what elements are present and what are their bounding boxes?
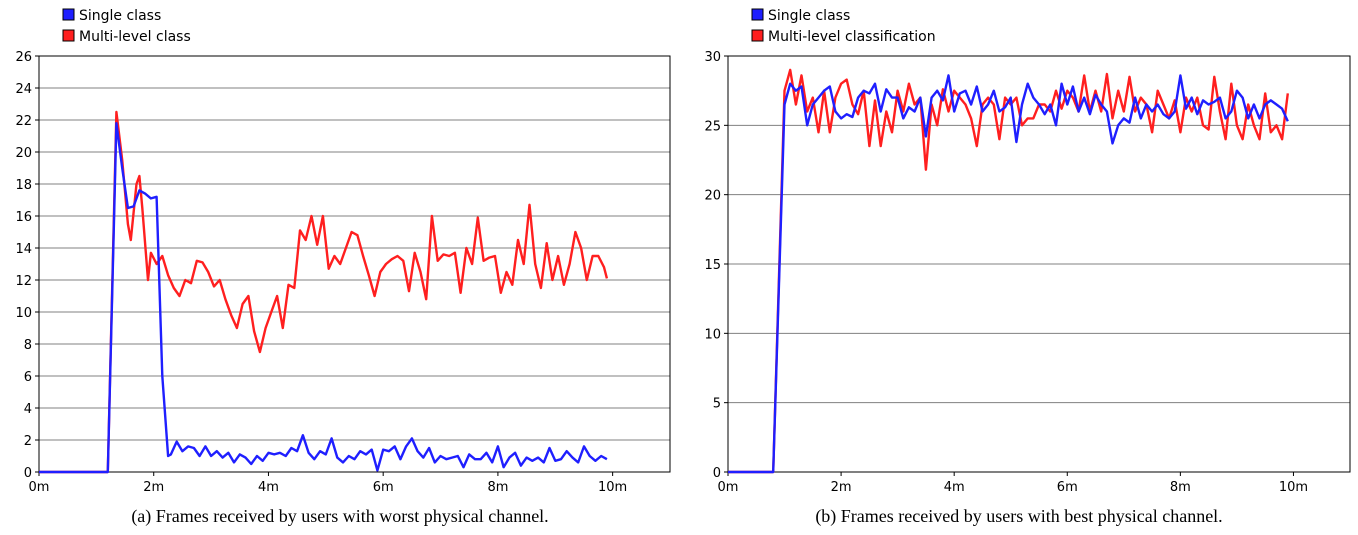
y-tick-label: 0: [713, 466, 721, 481]
y-tick-label: 6: [24, 370, 32, 385]
y-tick-label: 0: [24, 466, 32, 481]
y-tick-label: 5: [713, 397, 721, 412]
x-tick-label: 10m: [598, 480, 627, 495]
x-tick-label: 0m: [718, 480, 739, 495]
x-tick-label: 6m: [373, 480, 394, 495]
legend-label: Multi-level classification: [768, 29, 936, 45]
caption-a: (a) Frames received by users with worst …: [131, 506, 549, 526]
x-tick-label: 2m: [143, 480, 164, 495]
x-tick-label: 4m: [944, 480, 965, 495]
x-tick-label: 2m: [831, 480, 852, 495]
y-tick-label: 10: [15, 306, 32, 321]
y-tick-label: 10: [704, 327, 721, 342]
y-tick-label: 26: [15, 50, 32, 65]
legend-label: Multi-level class: [79, 29, 191, 45]
y-tick-label: 8: [24, 338, 32, 353]
y-tick-label: 30: [704, 50, 721, 65]
legend-swatch: [62, 8, 75, 21]
y-tick-label: 24: [15, 82, 32, 97]
y-tick-label: 12: [15, 274, 32, 289]
series-line-red: [728, 68, 1289, 474]
series-line-blue: [728, 74, 1289, 474]
y-tick-label: 4: [24, 402, 32, 417]
x-tick-label: 8m: [1170, 480, 1191, 495]
legend-swatch: [751, 8, 764, 21]
series-line-blue: [39, 121, 608, 474]
y-tick-label: 14: [15, 242, 32, 257]
series-line-red: [39, 110, 609, 474]
y-tick-label: 18: [15, 178, 32, 193]
y-tick-label: 2: [24, 434, 32, 449]
legend-swatch: [751, 29, 764, 42]
x-tick-label: 4m: [258, 480, 279, 495]
chart-b-svg: 0 5 10 15 20 25 30 0m 2m 4m 6m 8m 10m Single class Mul…: [704, 8, 1351, 495]
legend-label: Single class: [79, 8, 161, 24]
y-tick-label: 20: [704, 189, 721, 204]
x-tick-label: 0m: [29, 480, 50, 495]
y-tick-label: 25: [704, 119, 721, 134]
caption-b: (b) Frames received by users with best p…: [815, 506, 1223, 526]
legend-swatch: [62, 29, 75, 42]
y-tick-label: 16: [15, 210, 32, 225]
chart-panel-a: 0 2 4 6 8 10 12 14 16 18 20 22 24 26 0m 2m 4m 6m 8m 10m Sing…: [15, 8, 671, 526]
y-tick-label: 22: [15, 114, 32, 129]
x-tick-label: 6m: [1057, 480, 1078, 495]
y-tick-label: 15: [704, 258, 721, 273]
plot-frame: [38, 55, 671, 473]
chart-panel-b: 0 5 10 15 20 25 30 0m 2m 4m 6m 8m 10m Single class Mul…: [680, 0, 1358, 535]
x-tick-label: 10m: [1279, 480, 1308, 495]
x-tick-label: 8m: [487, 480, 508, 495]
legend-label: Single class: [768, 8, 850, 24]
y-tick-label: 20: [15, 146, 32, 161]
